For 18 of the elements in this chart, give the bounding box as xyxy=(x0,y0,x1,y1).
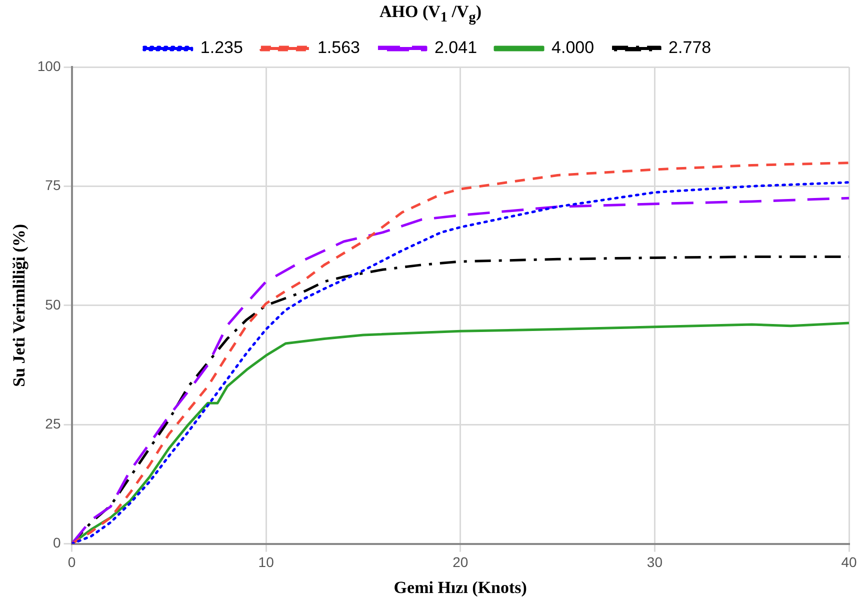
y-tick-label: 100 xyxy=(37,58,61,74)
legend-label: 2.778 xyxy=(668,38,712,58)
y-tick-label: 0 xyxy=(52,534,61,551)
x-tick-label: 40 xyxy=(841,554,857,570)
x-tick-label: 10 xyxy=(258,554,274,570)
y-tick-label: 25 xyxy=(45,415,61,432)
legend-label: 4.000 xyxy=(552,38,594,58)
legend-title: AHO (V$_{1}$ /V$_{g}$) xyxy=(378,2,482,26)
x-tick-label: 0 xyxy=(68,554,76,570)
x-axis-title: Gemi Hızı (Knots) xyxy=(394,578,527,598)
x-tick-label: 20 xyxy=(452,554,468,570)
y-tick-label: 75 xyxy=(45,177,61,194)
x-tick-label: 30 xyxy=(646,554,663,570)
y-tick-label: 50 xyxy=(45,296,61,312)
y-axis-title: Su Jeti Verimliliği (%) xyxy=(10,224,29,387)
legend-label: 2.041 xyxy=(434,38,478,58)
legend-label: 1.563 xyxy=(317,38,360,58)
legend-label: 1.235 xyxy=(200,38,243,58)
